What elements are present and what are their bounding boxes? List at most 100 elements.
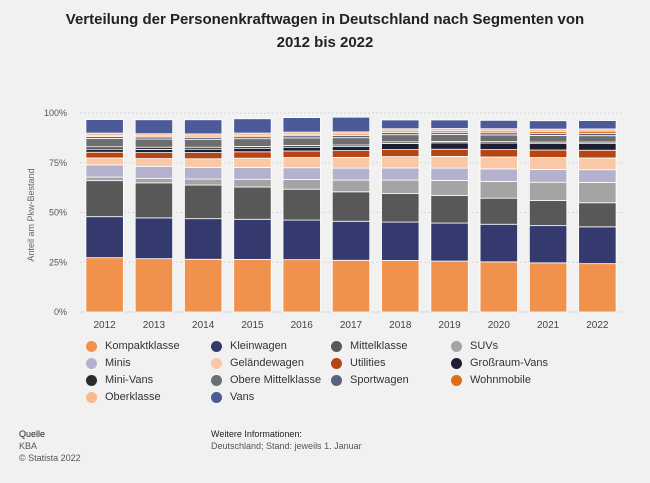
bar-segment[interactable]	[134, 165, 174, 179]
bar-segment[interactable]	[184, 184, 223, 220]
bar-segment[interactable]	[282, 259, 321, 313]
bar-segment[interactable]	[85, 164, 124, 178]
bar-segment[interactable]	[528, 169, 568, 183]
legend-item[interactable]: Sportwagen	[331, 372, 409, 388]
bar-segment[interactable]	[282, 137, 321, 146]
bar-segment[interactable]	[282, 150, 321, 158]
bar-segment[interactable]	[430, 167, 469, 181]
bar-segment[interactable]	[578, 157, 617, 171]
bar-segment[interactable]	[430, 222, 469, 262]
legend-item[interactable]: Kompaktklasse	[86, 338, 180, 354]
bar-segment[interactable]	[331, 116, 371, 133]
bar-segment[interactable]	[233, 167, 272, 180]
bar-segment[interactable]	[331, 156, 371, 169]
bar-segment[interactable]	[479, 181, 518, 199]
bar-segment[interactable]	[134, 119, 174, 135]
bar-segment[interactable]	[430, 155, 469, 169]
bar-segment[interactable]	[282, 157, 321, 169]
bar-segment[interactable]	[331, 150, 371, 158]
bar-segment[interactable]	[331, 137, 371, 146]
legend-item[interactable]: Geländewagen	[211, 355, 304, 371]
bar-segment[interactable]	[134, 217, 174, 260]
bar-segment[interactable]	[479, 223, 518, 263]
bar-segment[interactable]	[479, 168, 518, 182]
bar-segment[interactable]	[528, 200, 568, 227]
bar-segment[interactable]	[233, 147, 272, 153]
bar-segment[interactable]	[430, 119, 469, 129]
bar-segment[interactable]	[381, 156, 420, 169]
bar-segment[interactable]	[282, 219, 321, 261]
bar-segment[interactable]	[479, 142, 518, 151]
bar-segment[interactable]	[528, 181, 568, 201]
bar-segment[interactable]	[184, 218, 223, 260]
bar-segment[interactable]	[134, 177, 174, 184]
bar-segment[interactable]	[331, 146, 371, 152]
bar-segment[interactable]	[430, 180, 469, 196]
bar-segment[interactable]	[184, 258, 223, 313]
bar-segment[interactable]	[528, 149, 568, 158]
bar-segment[interactable]	[331, 259, 371, 313]
legend-item[interactable]: Minis	[86, 355, 131, 371]
bar-segment[interactable]	[184, 119, 223, 135]
bar-segment[interactable]	[381, 179, 420, 194]
bar-segment[interactable]	[282, 167, 321, 180]
legend-item[interactable]: Vans	[211, 389, 254, 405]
bar-segment[interactable]	[331, 179, 371, 193]
bar-segment[interactable]	[479, 261, 518, 313]
legend-item[interactable]: Mini-Vans	[86, 372, 153, 388]
bar-segment[interactable]	[282, 146, 321, 152]
bar-segment[interactable]	[85, 176, 124, 182]
legend-item[interactable]: Obere Mittelklasse	[211, 372, 321, 388]
bar-segment[interactable]	[233, 151, 272, 159]
bar-segment[interactable]	[233, 157, 272, 168]
legend-item[interactable]: Oberklasse	[86, 389, 161, 405]
bar-segment[interactable]	[578, 149, 617, 159]
bar-segment[interactable]	[85, 216, 124, 259]
bar-segment[interactable]	[381, 119, 420, 130]
legend-item[interactable]: Kleinwagen	[211, 338, 287, 354]
bar-segment[interactable]	[184, 148, 223, 154]
bar-segment[interactable]	[578, 202, 617, 228]
bar-segment[interactable]	[233, 186, 272, 220]
bar-segment[interactable]	[578, 169, 617, 183]
bar-segment[interactable]	[479, 197, 518, 225]
bar-segment[interactable]	[134, 149, 174, 154]
bar-segment[interactable]	[528, 157, 568, 170]
bar-segment[interactable]	[233, 138, 272, 147]
legend-item[interactable]: Mittelklasse	[331, 338, 407, 354]
bar-segment[interactable]	[381, 134, 420, 143]
bar-segment[interactable]	[184, 158, 223, 168]
bar-segment[interactable]	[381, 149, 420, 157]
bar-segment[interactable]	[282, 179, 321, 190]
bar-segment[interactable]	[430, 195, 469, 224]
bar-segment[interactable]	[85, 180, 124, 218]
bar-segment[interactable]	[479, 134, 518, 143]
bar-segment[interactable]	[331, 220, 371, 261]
bar-segment[interactable]	[134, 138, 174, 148]
bar-segment[interactable]	[134, 258, 174, 313]
bar-segment[interactable]	[381, 143, 420, 151]
bar-segment[interactable]	[479, 156, 518, 170]
bar-segment[interactable]	[430, 260, 469, 313]
bar-segment[interactable]	[528, 225, 568, 264]
bar-segment[interactable]	[381, 193, 420, 223]
bar-segment[interactable]	[381, 167, 420, 181]
bar-segment[interactable]	[233, 218, 272, 260]
bar-segment[interactable]	[578, 226, 617, 265]
bar-segment[interactable]	[331, 191, 371, 222]
bar-segment[interactable]	[134, 152, 174, 159]
bar-segment[interactable]	[233, 118, 272, 134]
bar-segment[interactable]	[430, 134, 469, 142]
bar-segment[interactable]	[578, 182, 617, 204]
bar-segment[interactable]	[134, 158, 174, 167]
bar-segment[interactable]	[381, 221, 420, 261]
bar-segment[interactable]	[85, 138, 124, 148]
bar-segment[interactable]	[233, 259, 272, 313]
bar-segment[interactable]	[528, 262, 568, 313]
legend-item[interactable]: Großraum-Vans	[451, 355, 548, 371]
bar-segment[interactable]	[134, 182, 174, 219]
bar-segment[interactable]	[184, 166, 223, 180]
bar-segment[interactable]	[85, 151, 124, 159]
bar-segment[interactable]	[233, 178, 272, 188]
legend-item[interactable]: SUVs	[451, 338, 498, 354]
